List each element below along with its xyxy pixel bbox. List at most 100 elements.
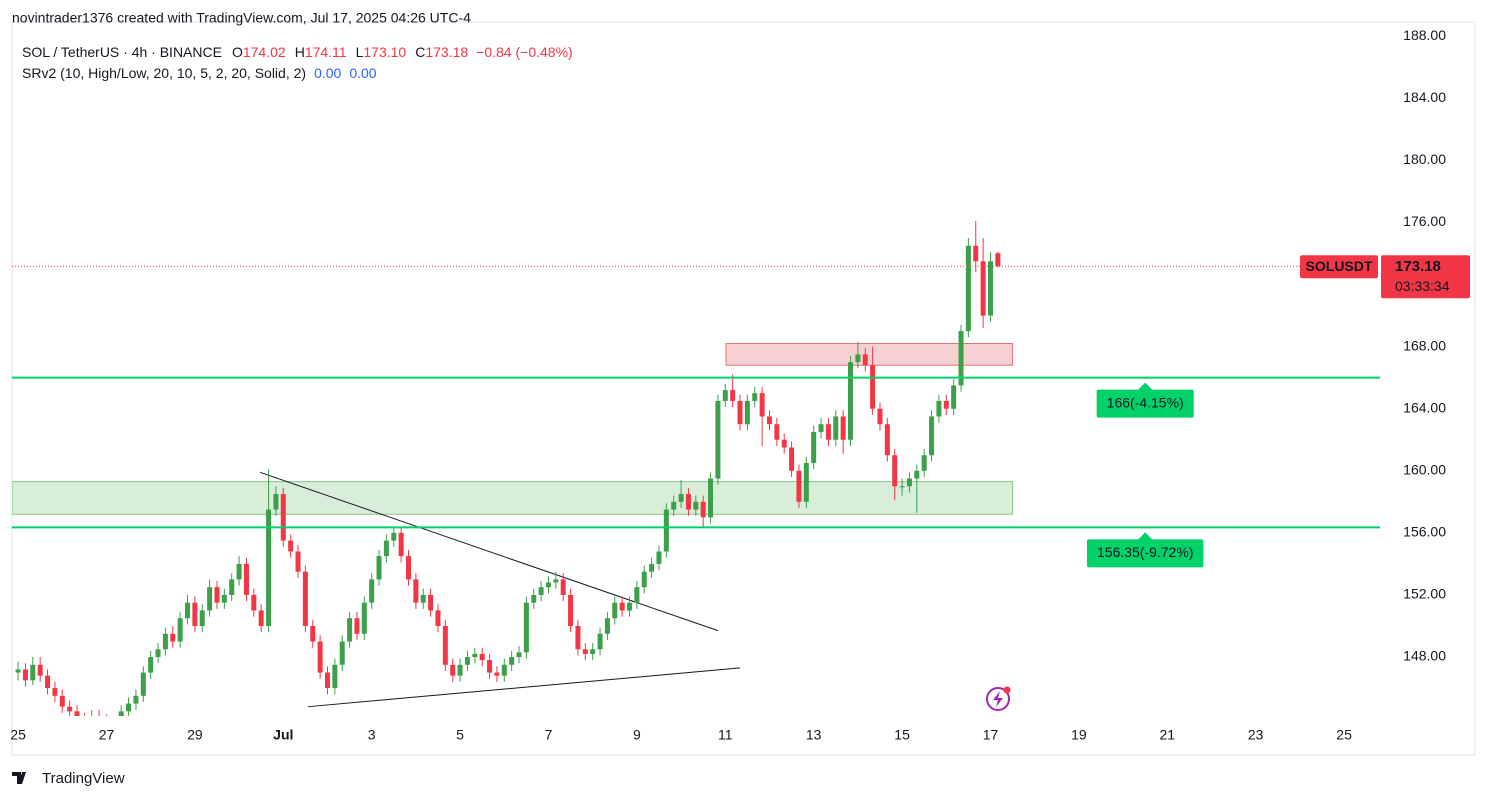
y-tick-label: 180.00 [1403,151,1446,167]
candle-body [781,439,787,448]
candle-body [803,463,809,502]
x-tick-label: 7 [545,727,553,743]
y-tick-label: 152.00 [1403,586,1446,602]
legend-symbol: SOL / TetherUS · 4h · BINANCE [22,44,222,60]
candle-body [774,424,780,440]
level-label-box [1096,389,1194,418]
candle-body [339,641,345,665]
indicator-value: 0.00 [314,65,341,81]
candle-body [229,579,235,595]
trendline [308,667,741,708]
candle-body [435,610,441,626]
candle-body [376,556,382,580]
candle-body [914,470,920,479]
candle-body [97,716,102,721]
legend-change: −0.84 (−0.48%) [476,44,573,60]
x-tick-label: 27 [99,727,115,743]
candle-body [693,501,699,510]
candle-body [523,602,529,653]
x-tick-label: 19 [1071,727,1087,743]
candle-body [921,455,927,471]
x-tick-label: 15 [894,727,910,743]
candle-body [221,594,227,603]
ohlc-label: O [232,44,243,60]
candle-body [634,587,640,603]
candle-body [700,501,706,518]
candle-body [545,582,551,588]
candle-body [509,657,515,665]
candle-body [884,424,890,456]
y-tick-label: 164.00 [1403,399,1446,415]
candle-body [89,716,94,722]
candle-body [501,664,507,676]
level-label: 156.35(-9.72%) [1086,532,1204,568]
candle-body [730,390,736,401]
y-tick-label: 188.00 [1403,27,1446,43]
x-tick-label: 3 [368,727,376,743]
candle-body [214,587,220,603]
candle-body [391,532,397,541]
candle-body [685,494,691,510]
candle-body [406,556,412,580]
ohlc-label: L [356,44,364,60]
candle-body [442,625,448,665]
x-tick-label: 17 [983,727,999,743]
candle-body [361,602,367,634]
spark-icon [986,686,1011,711]
candle-body [516,652,522,658]
indicator-line: SRv2 (10, High/Low, 20, 10, 5, 2, 20, So… [22,65,377,81]
candle-body [82,719,87,722]
x-tick-label: 5 [456,727,464,743]
candle-body [818,424,824,432]
candle-body [855,354,861,363]
candle-body [192,602,198,626]
candle-body [494,672,500,676]
candle-body [943,400,949,409]
candle-body [848,362,854,440]
ohlc-value: 173.18 [425,44,468,60]
candle-body [67,706,73,712]
candle-body [457,664,463,676]
candle-body [383,540,389,557]
level-label-text: 166(-4.15%) [1107,394,1184,410]
candle-body [317,641,323,673]
candle-body [737,400,743,425]
candle-body [553,579,559,583]
candle-body [840,416,846,440]
x-tick-label: 25 [1336,727,1352,743]
level-label: 166(-4.15%) [1096,382,1194,418]
candle-body [118,711,124,716]
candle-body [420,594,426,603]
y-tick-label: 176.00 [1403,213,1446,229]
candle-body [170,633,176,642]
candle-body [958,331,964,386]
candle-body [288,540,294,552]
y-tick-label: 160.00 [1403,461,1446,477]
y-tick-label: 168.00 [1403,337,1446,353]
candle-body [302,571,308,626]
x-tick-label: 9 [633,727,641,743]
y-tick-label: 156.00 [1403,524,1446,540]
candle-body [612,602,618,619]
legend-line: SOL / TetherUS · 4h · BINANCE O174.02 H174… [22,44,573,60]
candle-body [324,672,330,689]
candle-body [899,486,905,488]
candle-body [251,594,257,611]
candle-body [678,494,684,502]
candle-body [663,509,669,552]
candle-body [236,563,242,580]
candle-body [133,695,139,704]
candle-body [243,563,249,595]
candle-body [995,253,1001,267]
x-tick-label: 21 [1159,727,1175,743]
candle-body [126,703,132,712]
price-tag [1381,255,1470,299]
candle-body [162,633,168,650]
candle-body [870,365,876,409]
candle-body [671,501,677,510]
x-tick-label: 29 [187,727,203,743]
candle-body [597,633,603,650]
x-tick-label: 25 [10,727,26,743]
zone [12,481,1014,515]
